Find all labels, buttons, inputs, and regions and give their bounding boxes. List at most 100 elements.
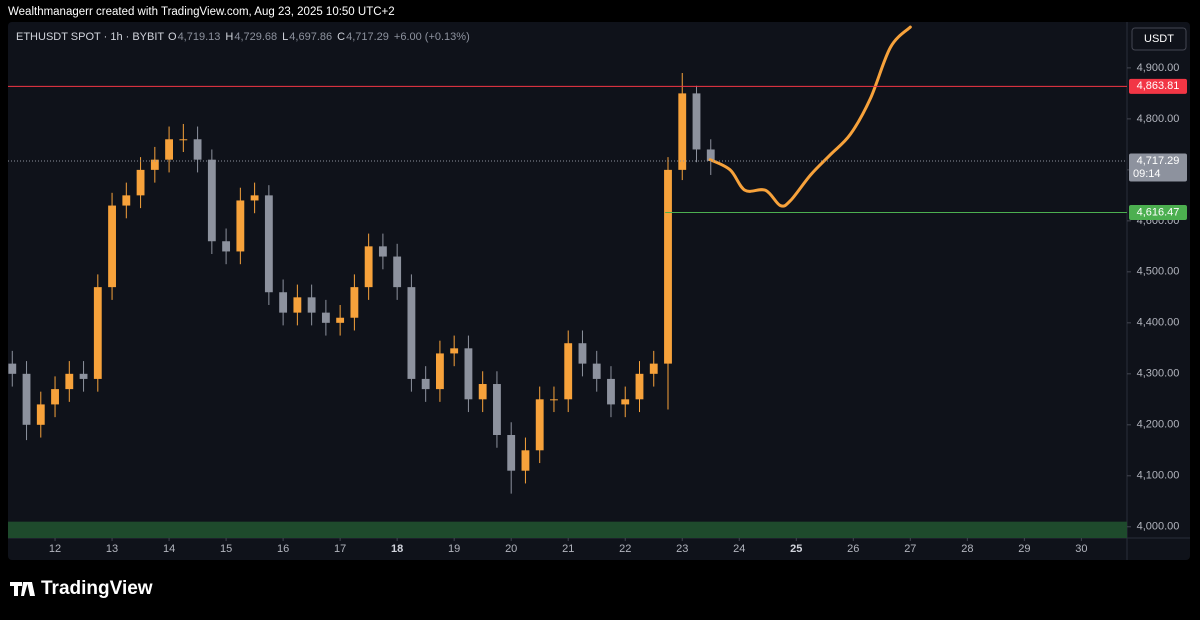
price-tag-label: 4,863.81 (1137, 80, 1180, 92)
x-tick-label: 22 (619, 543, 631, 555)
ohlc-key: C (337, 31, 345, 43)
candle-body (378, 246, 387, 257)
x-tick-label: 24 (733, 543, 745, 555)
credit: Wealthmanagerr created with TradingView.… (8, 6, 395, 18)
price-tag-label: 4,717.29 (1137, 155, 1180, 167)
candle-body (8, 363, 17, 374)
candle-body (93, 287, 102, 379)
y-tick-label: 4,800.00 (1137, 113, 1180, 125)
candle-body (435, 353, 444, 390)
candle-body (236, 200, 245, 252)
x-tick-label: 28 (961, 543, 973, 555)
x-tick-label: 20 (505, 543, 517, 555)
zone (8, 521, 1127, 538)
x-tick-label: 15 (220, 543, 232, 555)
countdown: 09:14 (1133, 168, 1161, 180)
candle-body (450, 348, 459, 354)
candle-body (207, 159, 216, 242)
candle-body (51, 389, 59, 405)
candle-body (621, 399, 630, 405)
logo-text: TradingView (41, 578, 153, 599)
x-tick-label: 12 (49, 543, 61, 555)
candle-body (321, 312, 330, 323)
x-tick-label: 14 (163, 543, 175, 555)
forecast-line (708, 25, 912, 208)
y-tick-label: 4,500.00 (1137, 266, 1180, 278)
x-tick-label: 17 (334, 543, 346, 555)
candle-body (692, 93, 701, 150)
candle-body (65, 373, 74, 390)
ohlc-key: H (225, 31, 233, 43)
candle-body (136, 169, 145, 196)
candle-body (478, 384, 487, 400)
candle-body (421, 378, 430, 390)
x-tick-label: 25 (790, 543, 802, 555)
y-tick-label: 4,200.00 (1137, 419, 1180, 431)
x-tick-label: 27 (904, 543, 916, 555)
price-tag (1129, 78, 1187, 94)
candle-body (493, 384, 501, 436)
y-tick-label: 4,000.00 (1137, 521, 1180, 533)
currency-button[interactable] (1131, 27, 1187, 51)
ohlc-value: 4,719.13 (178, 31, 221, 43)
candle-body (550, 399, 558, 401)
ohlc-value: 4,717.29 (346, 31, 389, 43)
candle-body (293, 297, 302, 313)
candle-body (564, 343, 573, 400)
price-tag-label: 4,616.47 (1137, 206, 1180, 218)
candle-body (364, 246, 373, 288)
candle-body (193, 139, 202, 160)
logo-icon (10, 582, 35, 596)
candle-body (108, 205, 116, 288)
ohlc-value: 4,729.68 (234, 31, 277, 43)
candle-body (507, 435, 516, 471)
x-tick-label: 16 (277, 543, 289, 555)
candle-body (79, 373, 88, 379)
change: +6.00 (+0.13%) (394, 31, 470, 43)
candle-body (36, 404, 45, 425)
x-tick-label: 23 (676, 543, 688, 555)
x-tick-label: 21 (562, 543, 574, 555)
candle-body (706, 149, 715, 162)
candle-body (279, 292, 288, 313)
candle-body (464, 348, 473, 400)
x-tick-label: 26 (847, 543, 859, 555)
candle-body (165, 139, 173, 160)
candle-body (393, 256, 402, 288)
candle-body (649, 363, 658, 374)
candle-body (22, 373, 31, 425)
ohlc-legend: O 4,719.13 H 4,729.68 L 4,697.86 C 4,717.29 +6.0… (168, 31, 470, 43)
ohlc-key: O (168, 31, 177, 43)
candle-body (521, 450, 530, 471)
ohlc-key: L (282, 31, 288, 43)
candle-body (307, 297, 316, 313)
x-tick-label: 29 (1018, 543, 1030, 555)
candle-body (592, 363, 601, 379)
candle-body (578, 343, 587, 364)
y-tick-label: 4,400.00 (1137, 317, 1180, 329)
candle-body (336, 317, 345, 323)
x-tick-label: 19 (448, 543, 460, 555)
currency-label[interactable]: USDT (1144, 33, 1174, 45)
candle-body (664, 169, 672, 364)
ohlc-value: 4,697.86 (289, 31, 332, 43)
price-tag (1129, 204, 1187, 220)
candle-body (179, 139, 188, 141)
symbol: ETHUSDT SPOT · 1h · BYBIT (16, 31, 164, 43)
price-tag (1129, 153, 1187, 182)
candle-body (407, 287, 416, 379)
candle-body (122, 195, 131, 206)
candle-body (150, 159, 159, 170)
x-tick-label: 13 (106, 543, 118, 555)
logo: TradingView (10, 578, 153, 599)
y-tick-label: 4,900.00 (1137, 62, 1180, 74)
x-tick-label: 18 (391, 543, 403, 555)
candle-body (222, 241, 231, 252)
candle-body (535, 399, 544, 451)
chart-panel (8, 22, 1190, 560)
y-tick-label: 4,300.00 (1137, 368, 1180, 380)
candle-body (607, 378, 615, 405)
candle-body (250, 195, 259, 201)
